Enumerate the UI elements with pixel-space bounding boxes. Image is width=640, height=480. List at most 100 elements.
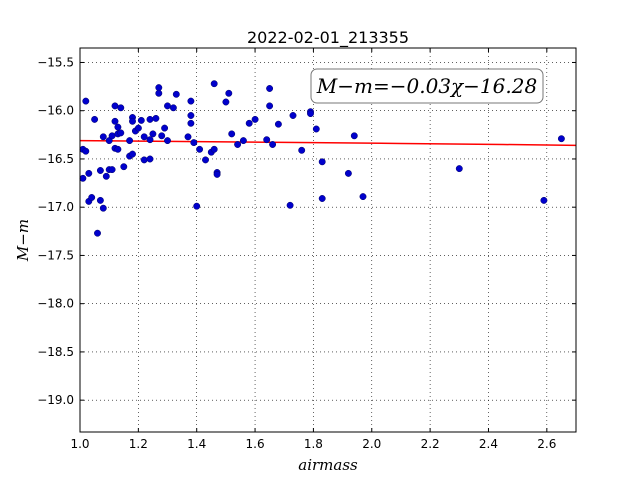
data-point [155, 89, 163, 97]
y-tick-label: −18.5 [37, 345, 74, 359]
data-point [269, 141, 277, 148]
data-point [82, 97, 90, 105]
fit-annotation: M−m=−0.03χ−16.28 [316, 74, 537, 98]
data-point [202, 156, 209, 164]
data-point [169, 104, 177, 112]
data-point [146, 155, 154, 163]
chart-title: 2022-02-01_213355 [247, 28, 409, 48]
data-point [129, 117, 136, 125]
plot-area [80, 48, 576, 432]
y-tick-label: −16.5 [37, 152, 74, 166]
data-point [96, 167, 104, 174]
data-point [298, 146, 306, 154]
data-point [111, 117, 119, 125]
x-tick-label: 1.6 [246, 437, 265, 451]
data-point [266, 85, 274, 92]
data-point [99, 204, 107, 212]
data-point [312, 125, 320, 133]
y-tick-label: −17.5 [37, 248, 74, 262]
y-tick-label: −17.0 [37, 200, 74, 214]
data-point [318, 158, 326, 166]
x-tick-label: 2.0 [362, 437, 381, 451]
data-point [158, 132, 166, 140]
data-point [114, 145, 122, 153]
data-point [350, 132, 358, 140]
data-point [190, 139, 198, 147]
data-point [193, 202, 201, 210]
data-point [120, 163, 128, 171]
data-point [126, 137, 134, 145]
data-point [274, 120, 282, 128]
x-tick-label: 1.4 [187, 437, 206, 451]
x-tick-labels: 1.0 1.2 1.4 1.6 1.8 2.0 2.2 2.4 2.6 [70, 437, 556, 451]
data-point [251, 115, 259, 123]
data-point [359, 193, 367, 201]
data-point [196, 145, 204, 153]
data-point [187, 97, 195, 105]
data-point [225, 89, 233, 97]
data-point [245, 119, 253, 127]
data-point [85, 169, 93, 177]
x-tick-label: 1.2 [129, 437, 148, 451]
data-point [289, 112, 297, 119]
data-point [213, 170, 221, 178]
data-point [94, 229, 101, 237]
data-point [210, 145, 218, 153]
data-point [96, 196, 104, 204]
data-point [152, 114, 160, 122]
data-point [540, 196, 548, 204]
data-point [137, 116, 145, 124]
data-point [146, 115, 154, 123]
data-point [82, 147, 90, 155]
data-point [91, 115, 99, 123]
data-point [239, 137, 247, 145]
data-point [99, 133, 107, 141]
data-point [114, 123, 122, 131]
x-axis-label: airmass [298, 456, 358, 474]
y-axis-label: M−m [14, 219, 32, 262]
data-points [79, 80, 565, 237]
ticks [79, 48, 576, 432]
y-tick-label: −18.0 [37, 297, 74, 311]
x-tick-label: 2.4 [479, 437, 498, 451]
x-tick-label: 1.8 [304, 437, 323, 451]
data-point [172, 90, 180, 98]
data-point [222, 98, 230, 106]
data-point [129, 150, 136, 158]
data-point [146, 136, 154, 144]
data-point [88, 194, 96, 201]
data-point [102, 172, 110, 180]
data-point [263, 136, 271, 144]
data-point [455, 165, 463, 173]
data-point [149, 130, 157, 138]
data-point [164, 102, 171, 110]
data-point [228, 130, 236, 138]
data-point [117, 104, 125, 112]
grid [80, 48, 576, 432]
x-tick-label: 2.6 [537, 437, 556, 451]
data-point [140, 156, 148, 164]
data-point [187, 119, 195, 127]
data-point [286, 201, 294, 209]
x-tick-label: 1.0 [70, 437, 89, 451]
annotation-box [310, 68, 544, 104]
fit-line [79, 139, 577, 147]
data-point [108, 132, 116, 140]
x-tick-label: 2.2 [421, 437, 440, 451]
data-point [210, 80, 218, 88]
data-point [161, 124, 169, 132]
data-point [164, 137, 171, 145]
y-tick-label: −16.0 [37, 104, 74, 118]
y-tick-label: −19.0 [37, 393, 74, 407]
data-point [266, 102, 274, 110]
data-point [344, 169, 352, 177]
plot-frame [79, 47, 577, 433]
data-point [557, 135, 565, 143]
data-point [140, 133, 148, 141]
data-point [187, 112, 195, 119]
data-point [117, 129, 125, 137]
data-point [155, 84, 163, 92]
data-point [111, 102, 119, 110]
y-tick-label: −15.5 [37, 55, 74, 69]
data-point [134, 124, 142, 132]
